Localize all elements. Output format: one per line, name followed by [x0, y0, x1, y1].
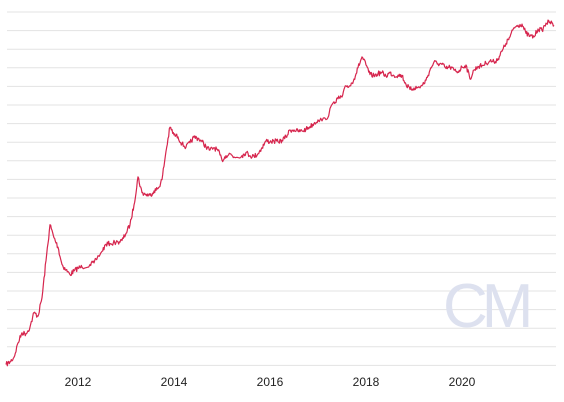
x-axis-ticks: 2012 2014 2016 2018 2020 — [65, 375, 476, 389]
x-tick-label: 2014 — [161, 375, 188, 389]
x-tick-label: 2016 — [257, 375, 284, 389]
gridlines — [7, 11, 556, 366]
x-tick-label: 2018 — [353, 375, 380, 389]
series-line — [5, 19, 555, 367]
x-tick-label: 2012 — [65, 375, 92, 389]
x-tick-label: 2020 — [449, 375, 476, 389]
cm-logo-watermark: CM — [443, 272, 529, 341]
